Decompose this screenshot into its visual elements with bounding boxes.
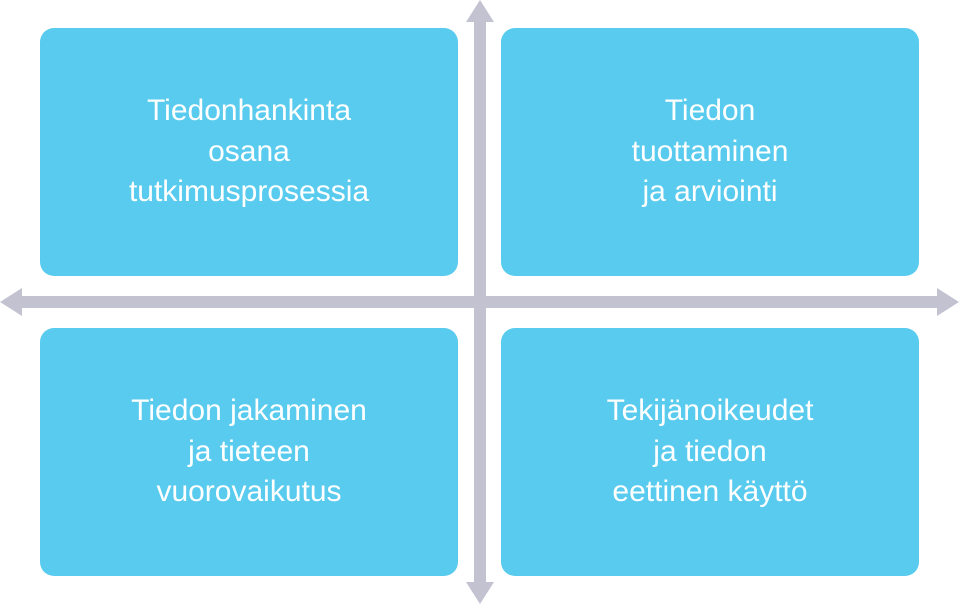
arrow-right-icon xyxy=(937,288,959,316)
quadrant-top-right: Tiedon tuottaminen ja arviointi xyxy=(501,28,919,276)
vertical-axis-line xyxy=(474,18,486,586)
quadrant-top-right-label: Tiedon tuottaminen ja arviointi xyxy=(632,91,789,213)
quadrant-top-left-label: Tiedonhankinta osana tutkimusprosessia xyxy=(129,91,369,213)
arrow-down-icon xyxy=(466,582,494,604)
quadrant-top-left: Tiedonhankinta osana tutkimusprosessia xyxy=(40,28,458,276)
vertical-axis xyxy=(474,0,486,604)
quadrant-bottom-right-label: Tekijänoikeudet ja tiedon eettinen käytt… xyxy=(607,391,814,513)
quadrant-bottom-left-label: Tiedon jakaminen ja tieteen vuorovaikutu… xyxy=(131,391,367,513)
arrow-left-icon xyxy=(0,288,22,316)
arrow-up-icon xyxy=(466,0,494,22)
quadrant-bottom-left: Tiedon jakaminen ja tieteen vuorovaikutu… xyxy=(40,328,458,576)
quadrant-bottom-right: Tekijänoikeudet ja tiedon eettinen käytt… xyxy=(501,328,919,576)
